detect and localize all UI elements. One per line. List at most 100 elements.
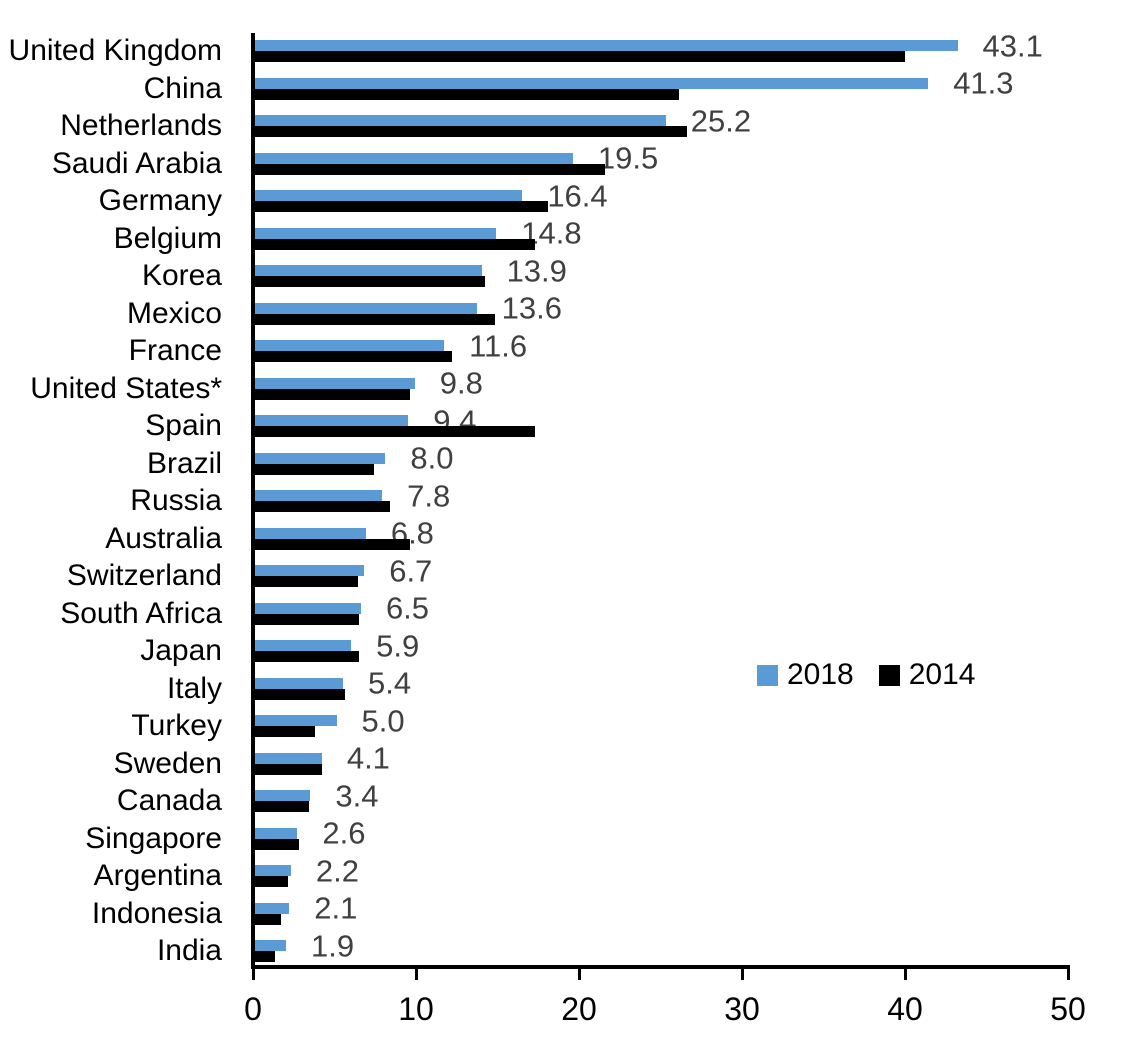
- bar-2018: [255, 715, 337, 726]
- bar-2018: [255, 902, 290, 914]
- value-label-2018: 6.7: [389, 553, 433, 588]
- category-label: United Kingdom: [8, 34, 222, 67]
- bar-2014: [255, 388, 410, 400]
- bar-2014: [255, 576, 358, 587]
- legend-swatch-2018-icon: [757, 664, 778, 686]
- legend-item-2014: 2014: [878, 658, 976, 691]
- category-label: Canada: [116, 784, 222, 817]
- legend: 2018 2014: [757, 660, 976, 690]
- bar-2018: [255, 115, 666, 126]
- bar-2018: [255, 40, 958, 51]
- category-label: Japan: [140, 634, 222, 667]
- category-label: Sweden: [113, 746, 222, 780]
- x-axis-tick-label: 40: [887, 991, 923, 1027]
- value-label-2018: 2.2: [315, 853, 359, 888]
- value-label-2018: 2.6: [322, 815, 366, 851]
- value-label-2018: 13.9: [506, 253, 567, 288]
- legend-label-2014: 2014: [908, 658, 976, 691]
- bar-2018: [255, 77, 929, 89]
- value-label-2018: 4.1: [346, 740, 390, 776]
- category-label: Singapore: [85, 821, 222, 855]
- bar-2014: [255, 426, 536, 437]
- bar-2018: [255, 602, 361, 614]
- bar-2014: [255, 876, 288, 887]
- legend-item-2018: 2018: [757, 660, 854, 690]
- bar-2018: [255, 752, 322, 764]
- category-label: Italy: [166, 671, 222, 705]
- bar-2014: [255, 538, 410, 550]
- category-label: Indonesia: [91, 896, 222, 930]
- value-label-2018: 2.1: [314, 890, 358, 926]
- value-label-2018: 11.6: [469, 328, 528, 363]
- value-label-2018: 19.5: [597, 140, 659, 176]
- category-label: Mexico: [126, 296, 222, 330]
- category-label: Brazil: [146, 446, 222, 480]
- bar-2018: [255, 152, 573, 164]
- value-label-2018: 25.2: [690, 103, 752, 138]
- x-axis-tick: [251, 969, 255, 980]
- x-axis-line: [251, 965, 1070, 969]
- category-label: Korea: [141, 259, 222, 292]
- category-label: India: [156, 934, 222, 967]
- value-label-2018: 13.6: [501, 290, 563, 326]
- bar-2014: [255, 763, 322, 775]
- bar-2014: [255, 501, 391, 512]
- x-axis-tick-label: 30: [724, 991, 760, 1027]
- value-label-2018: 5.0: [361, 703, 405, 738]
- bar-2018: [255, 565, 365, 576]
- category-label: Australia: [105, 521, 222, 555]
- category-label: China: [143, 71, 222, 105]
- category-label: Saudi Arabia: [51, 146, 222, 180]
- value-label-2018: 16.4: [547, 178, 608, 213]
- bar-2018: [255, 490, 383, 501]
- value-label-2018: 41.3: [953, 65, 1014, 101]
- bar-2018: [255, 340, 445, 351]
- x-axis-tick-label: 20: [561, 991, 597, 1027]
- value-label-2018: 7.8: [407, 478, 451, 513]
- bar-2018: [255, 527, 366, 539]
- bar-2018: [255, 865, 291, 876]
- bar-2018: [255, 790, 311, 801]
- legend-swatch-2014-icon: [878, 664, 900, 686]
- category-label: Germany: [98, 184, 222, 217]
- bar-2014: [255, 688, 345, 700]
- legend-label-2018: 2018: [787, 658, 854, 691]
- bar-2018: [255, 452, 386, 464]
- x-axis-tick: [577, 969, 581, 980]
- bar-2018: [255, 227, 497, 239]
- bar-2018: [255, 265, 482, 276]
- value-label-2018: 5.9: [376, 628, 420, 663]
- bar-2014: [255, 201, 549, 212]
- category-label: Belgium: [113, 221, 222, 255]
- category-label: Turkey: [131, 709, 222, 742]
- category-label: South Africa: [60, 596, 222, 630]
- category-label: Russia: [130, 484, 222, 517]
- x-axis-tick-label: 0: [244, 991, 262, 1027]
- bar-2014: [255, 88, 679, 100]
- bar-2014: [255, 351, 453, 362]
- bar-2018: [255, 377, 415, 389]
- value-label-2018: 6.5: [385, 590, 430, 626]
- bar-2018: [255, 415, 409, 426]
- bar-2018: [255, 640, 352, 651]
- bar-2014: [255, 838, 299, 850]
- category-label: United States*: [30, 371, 222, 405]
- bar-2018: [255, 940, 286, 951]
- category-label: Netherlands: [60, 109, 222, 142]
- bar-2014: [255, 463, 374, 475]
- bar-2018: [255, 190, 523, 201]
- value-label-2018: 1.9: [310, 928, 355, 963]
- bar-2014: [255, 163, 606, 175]
- bar-2014: [255, 801, 309, 812]
- bar-2014: [255, 51, 906, 62]
- value-label-2018: 3.4: [335, 778, 379, 813]
- category-label: Argentina: [93, 859, 222, 892]
- bar-2014: [255, 613, 360, 625]
- x-axis-tick: [1066, 969, 1070, 980]
- bar-2018: [255, 827, 298, 839]
- bar-2014: [255, 238, 536, 250]
- bar-2014: [255, 651, 360, 662]
- value-label-2018: 8.0: [410, 440, 454, 476]
- x-axis-tick: [740, 969, 744, 980]
- bar-2014: [255, 276, 485, 287]
